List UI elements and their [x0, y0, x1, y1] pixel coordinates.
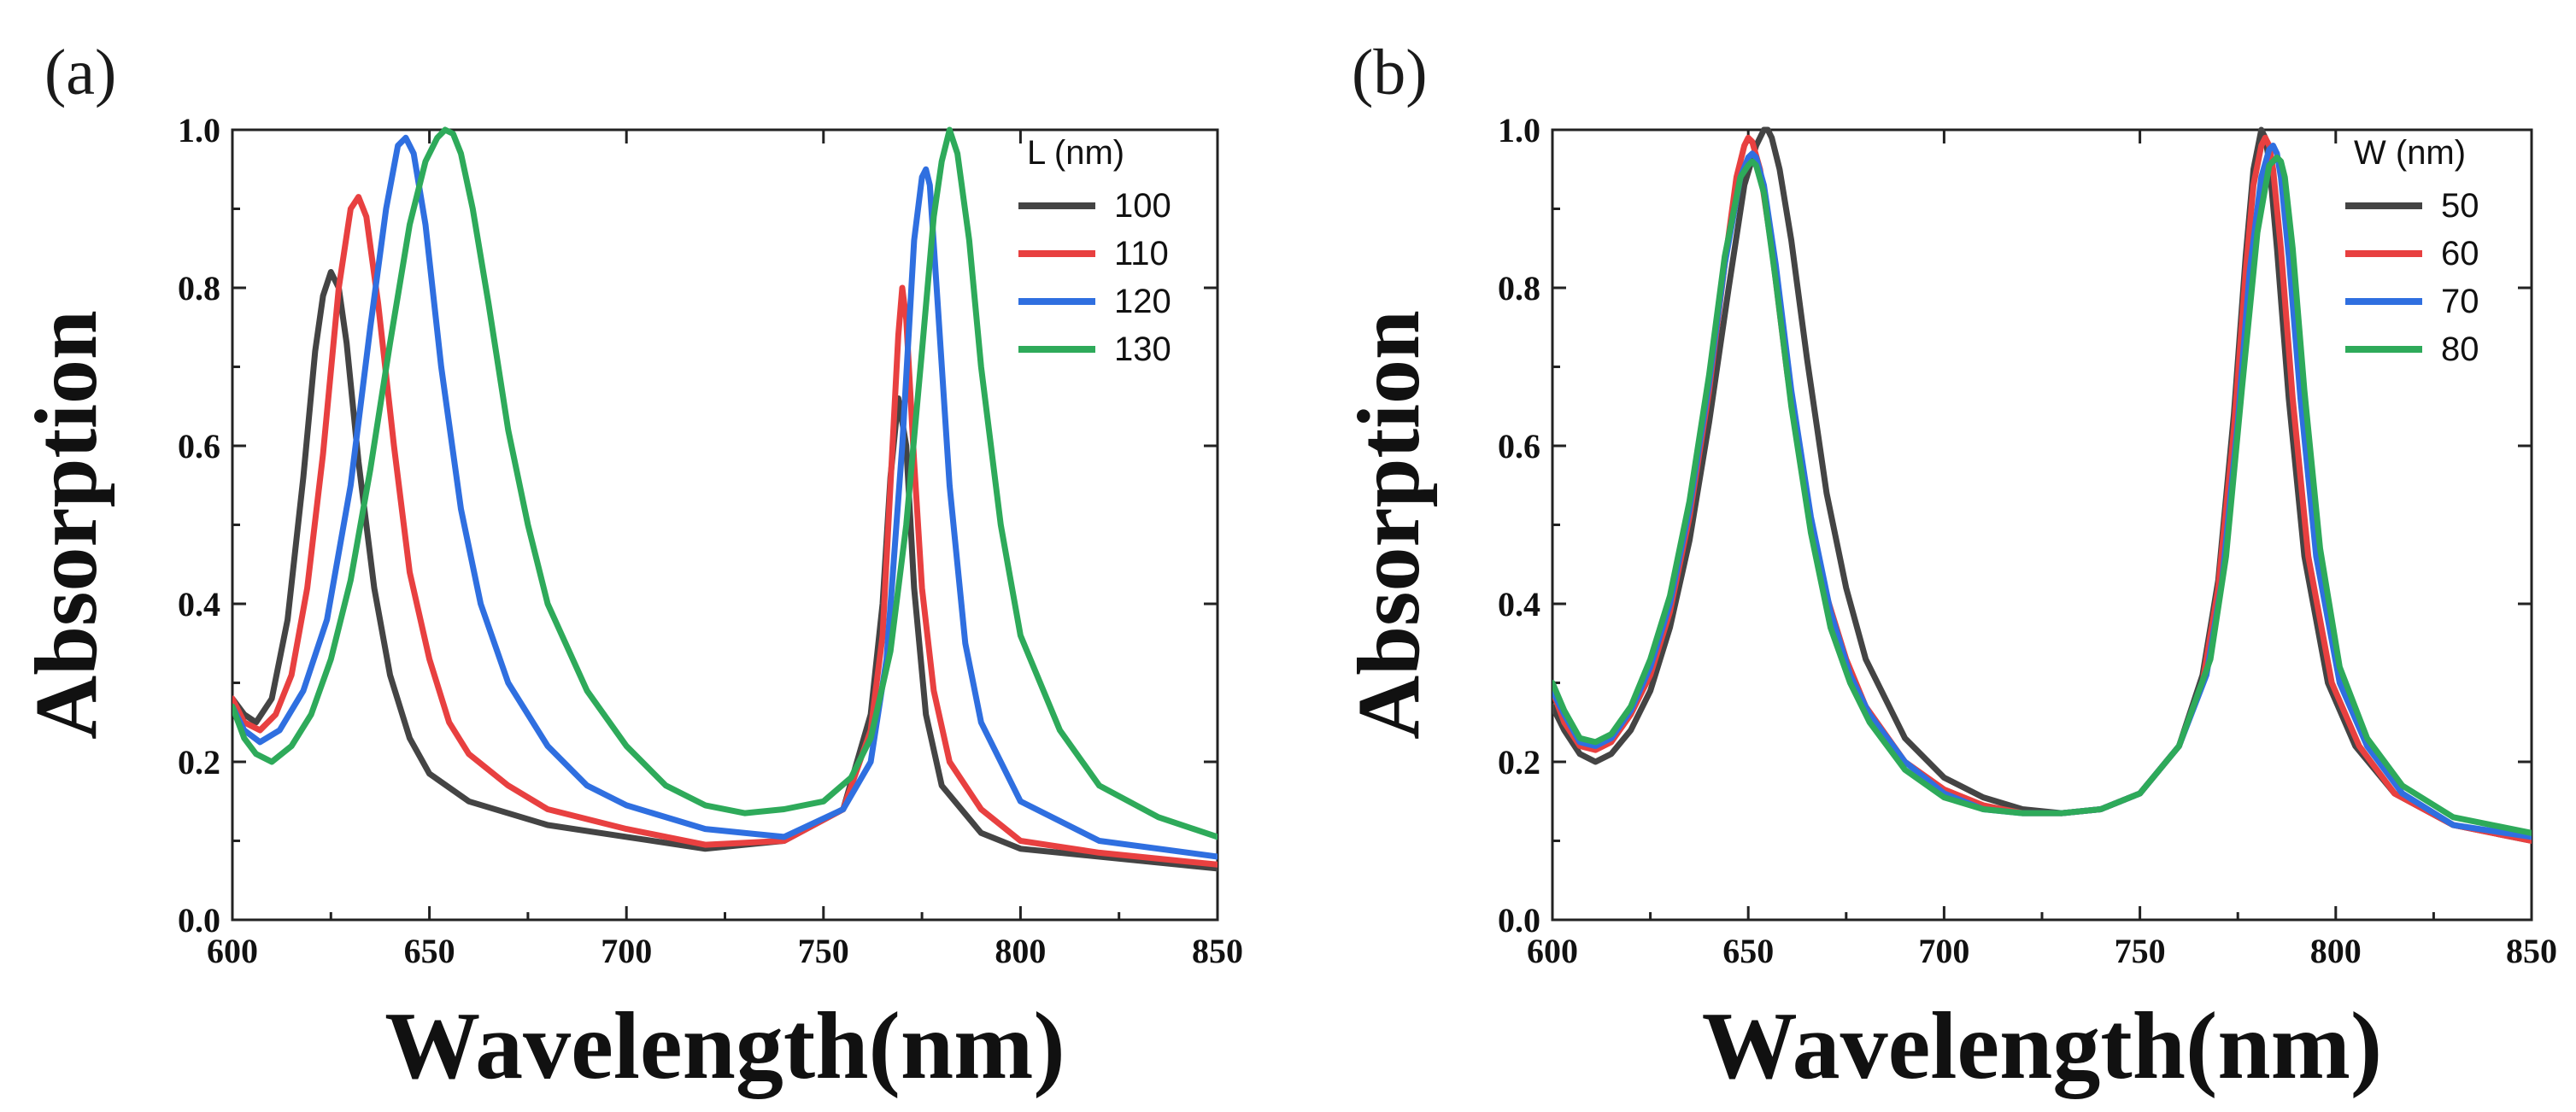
y-tick-label: 0.8	[178, 269, 220, 307]
legend-label: 50	[2441, 187, 2479, 225]
legend: W (nm) 50 60 70 80	[2345, 134, 2479, 368]
x-tick-label: 800	[2310, 932, 2362, 970]
legend-label: 80	[2441, 331, 2479, 368]
panel-letter: (b)	[1352, 37, 1428, 108]
legend-label: 110	[1114, 235, 1169, 272]
series-line-120	[232, 134, 1218, 860]
legend-label: 100	[1114, 187, 1171, 225]
x-tick-label: 700	[601, 932, 652, 970]
x-tick-label: 750	[798, 932, 849, 970]
y-tick-label: 0.0	[178, 901, 220, 939]
y-tick-label: 0.6	[178, 427, 220, 465]
legend: L (nm) 100 110 120 130	[1018, 134, 1171, 368]
x-tick-label: 850	[2506, 932, 2557, 970]
series-line-110	[232, 194, 1218, 868]
panel-b: (b) 600 650 700 750 800 850 0.0 0.2 0.4 0.6 0.8 1.0 W…	[1340, 37, 2557, 1099]
y-tick-label: 0.4	[1498, 585, 1540, 623]
y-tick-label: 0.4	[178, 585, 220, 623]
plot-frame	[1551, 128, 2533, 922]
y-axis-title: Absorption	[17, 310, 115, 740]
panel-letter: (a)	[44, 37, 116, 108]
x-tick-label: 600	[207, 932, 258, 970]
x-axis-title: Wavelength(nm)	[384, 993, 1065, 1099]
legend-label: 130	[1114, 331, 1171, 368]
y-tick-label: 0.2	[178, 743, 220, 781]
y-tick-label: 0.8	[1498, 269, 1540, 307]
x-tick-label: 800	[995, 932, 1046, 970]
x-tick-label: 650	[404, 932, 455, 970]
y-tick-label: 0.0	[1498, 901, 1540, 939]
legend-label: 70	[2441, 283, 2479, 320]
x-axis-title: Wavelength(nm)	[1702, 993, 2382, 1099]
y-tick-label: 1.0	[178, 111, 220, 149]
y-axis-title: Absorption	[1340, 310, 1438, 740]
legend-title: L (nm)	[1027, 134, 1124, 172]
series-line-100	[232, 269, 1218, 872]
x-tick-label: 750	[2115, 932, 2166, 970]
legend-label: 120	[1114, 283, 1171, 320]
y-tick-label: 1.0	[1498, 111, 1540, 149]
series-line-80	[1552, 154, 2532, 836]
x-tick-label: 600	[1527, 932, 1578, 970]
x-tick-label: 650	[1722, 932, 1774, 970]
legend-title: W (nm)	[2354, 134, 2466, 172]
x-tick-label: 850	[1192, 932, 1243, 970]
y-tick-label: 0.6	[1498, 427, 1540, 465]
series-line-130	[232, 126, 1218, 840]
y-tick-label: 0.2	[1498, 743, 1540, 781]
x-tick-label: 700	[1918, 932, 1969, 970]
legend-label: 60	[2441, 235, 2479, 272]
panel-a: (a) 600 650 700 750 800 850 0.0 0.2 0.4 0.6 0.8 1.0 W…	[17, 37, 1243, 1099]
series-line-50	[1552, 126, 2532, 844]
